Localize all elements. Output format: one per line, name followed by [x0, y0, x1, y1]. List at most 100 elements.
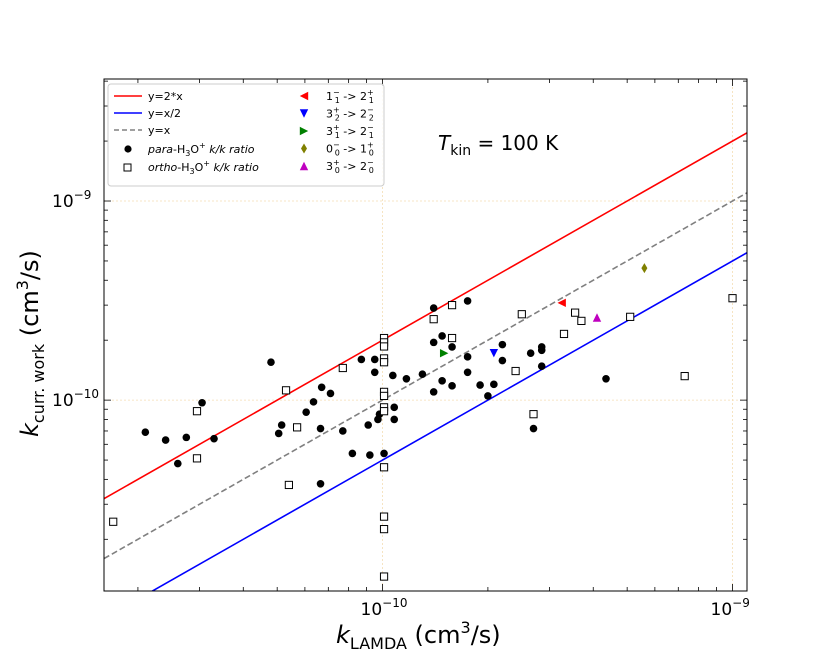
- point-s3-0: [489, 349, 499, 358]
- point-s0-36: [438, 377, 446, 385]
- point-s1-23: [511, 366, 520, 376]
- point-s0-39: [463, 297, 472, 305]
- point-s0-4: [198, 398, 206, 407]
- point-s0-12: [316, 479, 325, 488]
- point-s1-30: [680, 372, 689, 381]
- point-s1-6: [338, 363, 347, 373]
- point-s0-10: [309, 398, 318, 406]
- point-s1-1: [192, 407, 202, 416]
- point-s0-13: [316, 424, 325, 433]
- point-s0-18: [366, 451, 374, 459]
- point-s0-6: [267, 358, 275, 367]
- legend-label-2x: y=2*x: [148, 90, 183, 103]
- point-s0-41: [463, 368, 472, 377]
- legend-label-ortho: ortho-H3O+ k/k ratio: [148, 159, 259, 176]
- legend-marker-transition-1: [299, 109, 309, 118]
- legend-marker-transition-0: [299, 91, 309, 101]
- point-s0-9: [302, 408, 310, 416]
- legend-label-transition-4: 3+ 0 -> 2− 0: [326, 158, 374, 175]
- point-s1-20: [429, 315, 438, 324]
- point-s0-48: [529, 424, 538, 433]
- point-s1-11: [379, 358, 389, 367]
- point-s0-15: [339, 427, 347, 435]
- point-s0-51: [537, 362, 546, 371]
- point-s1-22: [447, 333, 457, 343]
- legend-label-transition-1: 3+ 2 -> 2− 2: [326, 106, 374, 123]
- point-s0-2: [173, 459, 182, 468]
- legend-marker-transition-4: [299, 161, 309, 171]
- point-s0-0: [141, 428, 150, 437]
- point-s4-0: [439, 349, 449, 358]
- legend-label-para: para-H3O+ k/k ratio: [147, 141, 255, 158]
- point-s1-26: [559, 329, 569, 339]
- reference-line-0: [104, 132, 747, 500]
- point-s1-2: [192, 454, 202, 463]
- x-tick-label-0: 10−10: [361, 596, 408, 620]
- point-s0-11: [317, 383, 326, 392]
- y-axis-label: kcurr. work (cm3/s): [13, 250, 48, 437]
- point-s0-17: [357, 355, 366, 364]
- point-s5-0: [641, 263, 648, 274]
- point-s1-27: [571, 308, 580, 317]
- point-s0-3: [182, 433, 191, 442]
- legend-marker-para: [124, 145, 132, 153]
- point-s0-21: [370, 355, 379, 364]
- legend-label-equal: y=x: [148, 124, 171, 137]
- point-s1-29: [626, 312, 635, 321]
- point-s1-24: [517, 310, 526, 319]
- point-s1-3: [281, 386, 291, 395]
- point-s0-46: [498, 356, 507, 365]
- plot-frame: [103, 78, 748, 592]
- point-s0-32: [429, 304, 438, 312]
- point-s0-38: [448, 382, 456, 390]
- x-axis-label: kLAMDA (cm3/s): [336, 618, 501, 653]
- point-s1-0: [109, 517, 118, 526]
- legend-marker-transition-2: [299, 126, 309, 136]
- legend-marker-transition-3: [301, 143, 307, 154]
- legend-label-transition-3: 0− 0 -> 1+ 0: [326, 141, 374, 158]
- legend: y=2*x y=x/2 y=x para-H3O+ k/k ratio orth…: [107, 83, 385, 187]
- point-s1-17: [379, 512, 389, 521]
- y-tick-label-1: 10−9: [52, 188, 91, 212]
- point-s6-0: [592, 313, 602, 322]
- legend-label-transition-2: 3+ 1 -> 2− 1: [326, 123, 374, 140]
- point-s1-13: [379, 391, 389, 401]
- legend-marker-ortho: [123, 163, 132, 172]
- point-s0-42: [476, 381, 484, 389]
- point-s1-19: [379, 572, 389, 581]
- point-s0-28: [390, 415, 399, 424]
- point-s1-4: [284, 480, 293, 490]
- point-s0-52: [602, 374, 610, 383]
- point-s0-7: [274, 429, 283, 438]
- legend-box: [107, 83, 385, 187]
- x-tick-label-1: 10−9: [711, 596, 750, 620]
- point-s0-40: [463, 353, 472, 361]
- point-s1-5: [293, 423, 302, 432]
- point-s0-5: [210, 434, 218, 443]
- point-s0-14: [326, 389, 335, 398]
- point-s0-31: [418, 370, 427, 378]
- legend-label-half: y=x/2: [148, 107, 181, 120]
- point-s1-15: [379, 407, 389, 416]
- data-points: [109, 263, 737, 581]
- point-s0-20: [370, 368, 379, 377]
- point-s0-16: [348, 449, 357, 458]
- point-s0-8: [277, 421, 286, 429]
- point-s1-25: [529, 410, 538, 419]
- point-s1-28: [577, 316, 586, 325]
- point-s0-27: [389, 371, 397, 380]
- point-s0-29: [390, 403, 399, 412]
- axis-ticks: 10−10 10−9 10−10 10−9: [52, 79, 750, 620]
- point-s0-24: [380, 449, 388, 458]
- point-s0-37: [448, 343, 456, 351]
- point-s0-34: [429, 388, 438, 396]
- point-s0-50: [537, 346, 546, 355]
- legend-transitions: 1− 1 -> 2+ 13+ 2 -> 2− 23+ 1 -> 2− 10− 0 -> 1+ 0…: [299, 88, 374, 175]
- legend-label-transition-0: 1− 1 -> 2+ 1: [326, 88, 374, 105]
- point-s0-33: [429, 338, 438, 347]
- point-s1-16: [379, 463, 389, 472]
- point-s1-21: [447, 301, 457, 310]
- point-s0-35: [438, 332, 446, 340]
- point-s0-47: [526, 349, 535, 358]
